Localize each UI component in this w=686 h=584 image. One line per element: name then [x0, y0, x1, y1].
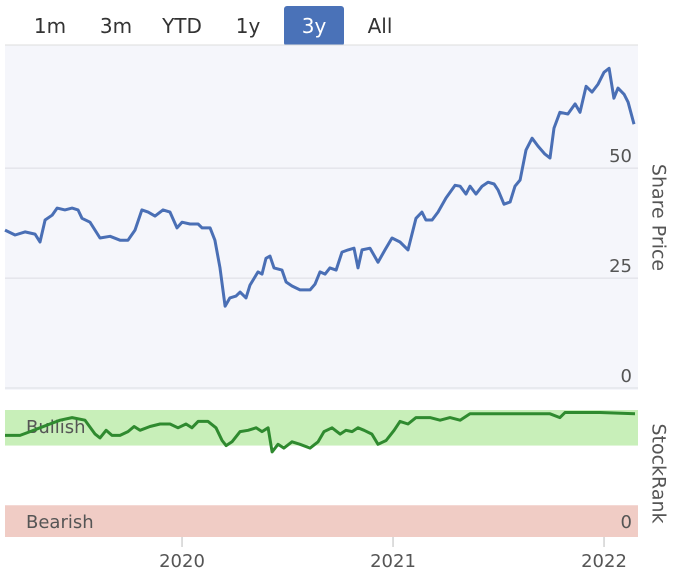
band-label: Bearish — [26, 512, 94, 533]
band-label: Bullish — [26, 417, 86, 438]
range-button[interactable]: YTD — [162, 14, 202, 38]
rank-band — [5, 410, 638, 446]
plot-background — [5, 45, 638, 390]
x-tick-label: 2020 — [159, 551, 205, 572]
line-series — [5, 411, 636, 454]
y-tick-label: 0 — [621, 366, 632, 387]
range-button[interactable]: 1y — [235, 14, 261, 38]
y-tick-label: 25 — [609, 256, 632, 277]
range-selector: 1m 3m YTD 1y 3y All — [20, 6, 416, 46]
range-button[interactable]: 3y — [284, 6, 344, 46]
y-tick-label: 50 — [609, 146, 632, 167]
x-tick-label: 2021 — [370, 551, 416, 572]
range-button[interactable]: 1m — [33, 14, 67, 38]
y-axis-label: Share Price — [648, 164, 670, 271]
x-tick-label: 2022 — [581, 551, 627, 572]
line-series — [4, 66, 636, 308]
rank-band — [5, 505, 638, 537]
range-button[interactable]: 3m — [99, 14, 133, 38]
y-tick-label: 0 — [621, 512, 632, 533]
range-button[interactable]: All — [367, 14, 393, 38]
y-axis-label: StockRank — [648, 423, 670, 523]
